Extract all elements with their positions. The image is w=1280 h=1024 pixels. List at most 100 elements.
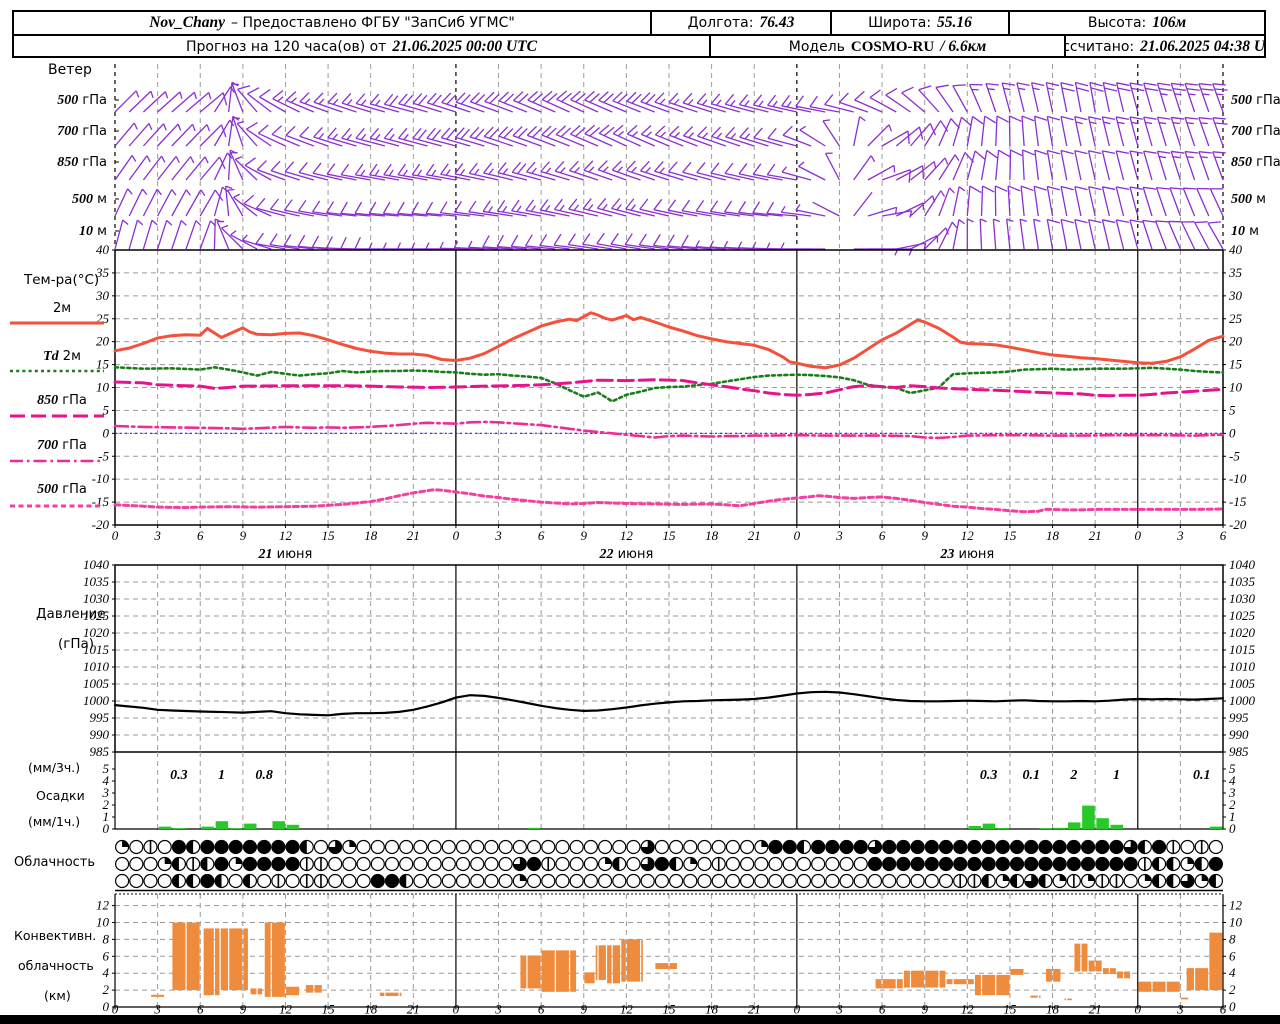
convective-cloud-bar xyxy=(1030,995,1038,998)
convective-cloud-bar xyxy=(967,979,974,985)
cloud-cover-symbol xyxy=(1024,856,1039,872)
axis-label: 20 xyxy=(1229,334,1243,349)
precip-sum-label: 1 xyxy=(1113,768,1120,783)
cloud-cover-symbol xyxy=(967,856,982,872)
cloud-cover-symbol xyxy=(129,839,144,855)
cloud-cover-symbol xyxy=(654,873,669,889)
cloud-cover-symbol xyxy=(555,839,570,855)
cloud-cover-symbol xyxy=(1052,839,1067,855)
cloud-cover-symbol xyxy=(981,839,996,855)
axis-label: 5 xyxy=(103,761,110,776)
axis-label: 3 xyxy=(494,528,502,543)
axis-label: 0 xyxy=(1229,425,1236,440)
cloud-cover-symbol xyxy=(924,873,939,889)
precip-label-3: (мм/1ч.) xyxy=(28,814,81,829)
axis-label: 4 xyxy=(103,965,110,980)
convective-cloud-bar xyxy=(399,992,402,997)
convective-cloud-bar xyxy=(982,974,996,996)
temp-series-3 xyxy=(113,420,1225,440)
axis-label: 15 xyxy=(1003,528,1017,543)
cloud-cover-symbol xyxy=(796,856,812,872)
axis-label: 10 xyxy=(96,915,110,930)
axis-label: 1030 xyxy=(1229,591,1256,606)
precip-sum-label: 0.3 xyxy=(980,768,998,783)
cloud-cover-symbol xyxy=(725,856,741,872)
pressure-label-2: (гПа) xyxy=(58,636,95,652)
cloud-cover-symbol xyxy=(953,856,968,872)
altitude-cell: Высота: 106м xyxy=(1008,12,1264,34)
cloud-cover-symbol xyxy=(157,873,172,889)
axis-label: 0 xyxy=(453,528,460,543)
convective-cloud-bar xyxy=(1166,981,1180,992)
convective-label-3: (км) xyxy=(44,988,71,1003)
convective-label-1: Конвективн. xyxy=(14,928,97,943)
axis-label: 1035 xyxy=(83,574,110,589)
axis-label: 1 xyxy=(1229,809,1236,824)
convective-cloud-bar xyxy=(264,922,271,997)
convective-cloud-bar xyxy=(385,992,399,997)
precip-bar xyxy=(968,826,982,829)
convective-cloud-bar xyxy=(1124,971,1131,979)
panel-level-label: Td 2м xyxy=(43,349,81,364)
cloud-cover-symbol xyxy=(683,873,698,889)
cloud-cover-symbol xyxy=(526,839,542,855)
axis-label: 15 xyxy=(1229,357,1243,372)
convective-cloud-bar xyxy=(875,979,882,989)
date-label: 22 июня xyxy=(598,547,653,562)
cloud-cover-symbol xyxy=(214,839,229,855)
cloud-cover-symbol xyxy=(796,873,812,889)
convective-cloud-bar xyxy=(1064,998,1067,1001)
cloud-cover-symbol xyxy=(313,839,329,855)
convective-cloud-bar xyxy=(229,928,243,991)
panel-level-label: 500 гПа xyxy=(1231,93,1280,108)
axis-label: 990 xyxy=(90,727,110,742)
panel-level-label: 700 гПа xyxy=(57,124,107,139)
convective-cloud-bar xyxy=(186,922,200,991)
cloud-cover-symbol xyxy=(825,839,840,855)
cloud-cover-symbol xyxy=(654,856,669,872)
convective-cloud-bar xyxy=(939,970,946,988)
temp-time-axis: 0 3 6 9 12 15 18 21 0 3 6 9 12 15 18 21 0 3 6 9 12 15 18 21 0 3 6 2… xyxy=(112,525,1227,562)
cloud-cover-symbol xyxy=(626,873,641,889)
cloud-cover-symbol xyxy=(711,873,726,889)
convective-cloud-bar xyxy=(1186,968,1194,991)
wind-barbs-row-3 xyxy=(114,185,1224,218)
convective-cloud-bar xyxy=(669,963,677,969)
header-row-1: Nov_Chany – Предоставлено ФГБУ "ЗапСиб У… xyxy=(14,12,1264,36)
convective-cloud-bar xyxy=(555,950,569,992)
axis-label: 0 xyxy=(112,528,119,543)
cloud-cover-symbol xyxy=(995,856,1010,872)
latitude-cell: Широта: 55.16 xyxy=(830,12,1008,34)
cloud-cover-symbol xyxy=(995,839,1010,855)
axis-label: 18 xyxy=(705,528,719,543)
cloud-cover-symbol xyxy=(384,839,400,855)
axis-label: 9 xyxy=(921,528,928,543)
convective-cloud-bar xyxy=(655,963,669,969)
convective-cloud-bar xyxy=(1180,997,1189,1000)
wind-panel: 500 гПа 500 гПа 700 гПа 700 гПа 850 гПа 850 г… xyxy=(57,64,1280,256)
axis-label: 1025 xyxy=(83,608,110,623)
axis-label: 35 xyxy=(1228,265,1243,280)
cloud-cover-symbol xyxy=(427,839,442,855)
cloud-cover-symbol xyxy=(811,873,826,889)
longitude-cell: Долгота: 76.43 xyxy=(650,12,830,34)
cloud-cover-symbol xyxy=(768,873,783,889)
axis-label: 995 xyxy=(1229,710,1249,725)
cloud-cover-symbol xyxy=(953,839,968,855)
cloud-cover-symbol xyxy=(910,856,925,872)
convective-cloud-bar xyxy=(1209,932,1223,991)
cloud-cover-symbol xyxy=(882,856,897,872)
axis-label: 20 xyxy=(96,334,110,349)
axis-label: 6 xyxy=(103,948,110,963)
convective-cloud-bar xyxy=(641,939,643,982)
cloudiness-panel xyxy=(115,839,1223,892)
convective-cloud-bar xyxy=(305,985,314,993)
axis-label: 30 xyxy=(1228,288,1243,303)
axis-label: 1035 xyxy=(1229,574,1256,589)
axis-label: 4 xyxy=(1229,965,1236,980)
cloud-cover-symbol xyxy=(839,839,854,855)
axis-label: 990 xyxy=(1229,727,1249,742)
cloud-cover-symbol xyxy=(399,839,414,855)
